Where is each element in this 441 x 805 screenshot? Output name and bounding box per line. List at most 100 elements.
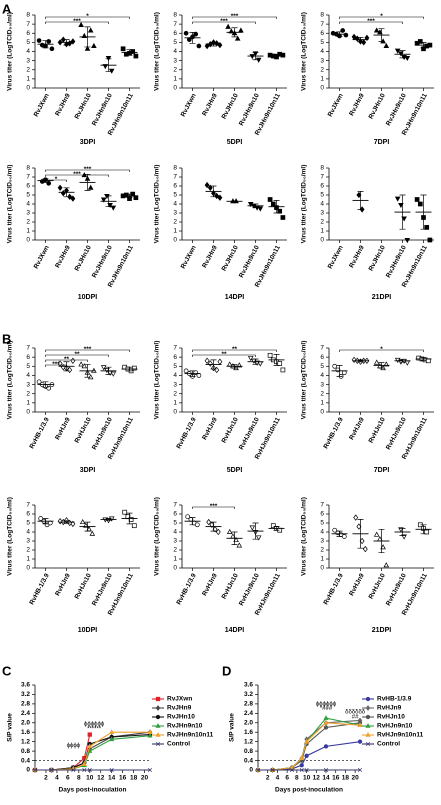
- x-tick-label: RvHB-1/3.9: [175, 416, 197, 450]
- y-tick-label: 4: [320, 529, 324, 536]
- y-tick-label: 5: [320, 520, 324, 527]
- marker: [364, 34, 370, 41]
- significance-bracket: [339, 21, 403, 24]
- y-tick-label: 3.2: [21, 691, 30, 698]
- marker: [365, 732, 371, 737]
- marker: [194, 522, 200, 528]
- chart-title: 5DPI: [227, 139, 243, 146]
- y-tick-label: 4: [173, 48, 177, 55]
- significance-label: ***: [52, 361, 60, 368]
- error-bar: [357, 37, 364, 43]
- marker: [196, 43, 202, 49]
- y-tick-label: 7: [173, 502, 177, 509]
- y-tick-label: 8: [26, 12, 30, 19]
- x-tick-label: RvHJn9n10: [238, 572, 261, 607]
- y-tick-label: 7: [173, 345, 177, 352]
- y-tick-label: 0: [320, 85, 324, 92]
- y-axis-label: Virus titer (LogTCID₅₀/ml): [7, 341, 14, 420]
- significance-label: ***: [231, 13, 239, 20]
- marker: [147, 767, 153, 773]
- significance-label: ***: [210, 503, 218, 510]
- error-bar: [210, 42, 217, 47]
- y-tick-label: 0: [26, 237, 30, 244]
- marker: [84, 45, 91, 51]
- y-tick-label: 2: [173, 66, 177, 73]
- y-tick-label: 7: [320, 345, 324, 352]
- y-tick-label: 3: [173, 57, 177, 64]
- marker: [87, 732, 92, 737]
- marker: [82, 767, 87, 773]
- marker: [267, 197, 273, 202]
- x-tick-label: RvHB-1/3.9: [322, 416, 344, 450]
- x-tick-label: RvJHn9: [54, 244, 72, 269]
- chart-title: 3DPI: [80, 467, 96, 474]
- x-tick-label: RvHJn9: [201, 572, 219, 597]
- marker: [238, 27, 244, 33]
- x-tick-label: RvJHn9: [348, 244, 366, 269]
- x-tick-label: 8: [295, 775, 299, 782]
- marker: [233, 536, 239, 543]
- error-bar: [378, 362, 385, 369]
- y-tick-label: 3: [320, 210, 324, 217]
- marker: [46, 39, 52, 44]
- y-tick-label: 5: [320, 363, 324, 370]
- y-tick-label: 6: [26, 511, 30, 518]
- marker: [46, 180, 52, 186]
- marker: [398, 51, 404, 57]
- chart-title: 3DPI: [80, 139, 96, 146]
- annotation: *###: [320, 706, 333, 712]
- marker: [280, 367, 286, 373]
- error-bar: [420, 524, 427, 535]
- marker: [67, 193, 73, 200]
- marker: [417, 201, 423, 207]
- y-axis-label: Virus titer (LogTCID₅₀/ml): [301, 497, 308, 576]
- y-tick-label: 4: [26, 372, 30, 379]
- marker: [383, 562, 390, 568]
- significance-label: *: [86, 13, 89, 20]
- y-tick-label: 7: [173, 21, 177, 28]
- error-bar: [378, 28, 385, 42]
- y-tick-label: 6: [320, 183, 324, 190]
- y-tick-label: 6: [173, 511, 177, 518]
- y-tick-label: 3: [26, 381, 30, 388]
- legend-label: RvHJn9n10n11: [377, 732, 424, 739]
- marker: [217, 358, 223, 365]
- y-tick-label: 4: [173, 529, 177, 536]
- marker: [131, 365, 137, 371]
- marker: [373, 359, 380, 365]
- marker: [87, 184, 94, 190]
- panel-label: D: [222, 663, 231, 678]
- y-tick-label: 2.8: [244, 701, 253, 708]
- marker: [107, 202, 113, 209]
- significance-label: **: [232, 346, 238, 353]
- marker: [332, 527, 338, 533]
- x-tick-label: RvJHn10: [368, 244, 387, 272]
- error-bar: [126, 49, 133, 56]
- y-tick-label: 3: [26, 538, 30, 545]
- error-bar: [273, 354, 280, 366]
- significance-label: ***: [84, 166, 92, 173]
- marker: [87, 767, 92, 773]
- marker: [122, 509, 128, 515]
- x-tick-label: RvJHn10: [221, 92, 240, 120]
- marker: [357, 722, 363, 727]
- error-bar: [252, 358, 259, 365]
- y-tick-label: 6: [26, 30, 30, 37]
- y-tick-label: 4: [26, 48, 30, 55]
- error-bar: [126, 366, 133, 372]
- y-tick-label: 3: [320, 57, 324, 64]
- x-tick-label: 16: [332, 775, 340, 782]
- marker: [323, 725, 329, 730]
- y-tick-label: 2: [26, 547, 30, 554]
- marker: [193, 31, 199, 37]
- y-tick-label: 6: [173, 183, 177, 190]
- significance-label: **: [64, 356, 70, 363]
- significance-bracket: [45, 359, 88, 362]
- marker: [341, 534, 347, 539]
- series-line: [258, 722, 361, 771]
- marker: [365, 696, 371, 702]
- error-bar: [105, 518, 112, 521]
- marker: [108, 516, 115, 522]
- y-tick-label: 4: [26, 201, 30, 208]
- marker: [424, 225, 430, 230]
